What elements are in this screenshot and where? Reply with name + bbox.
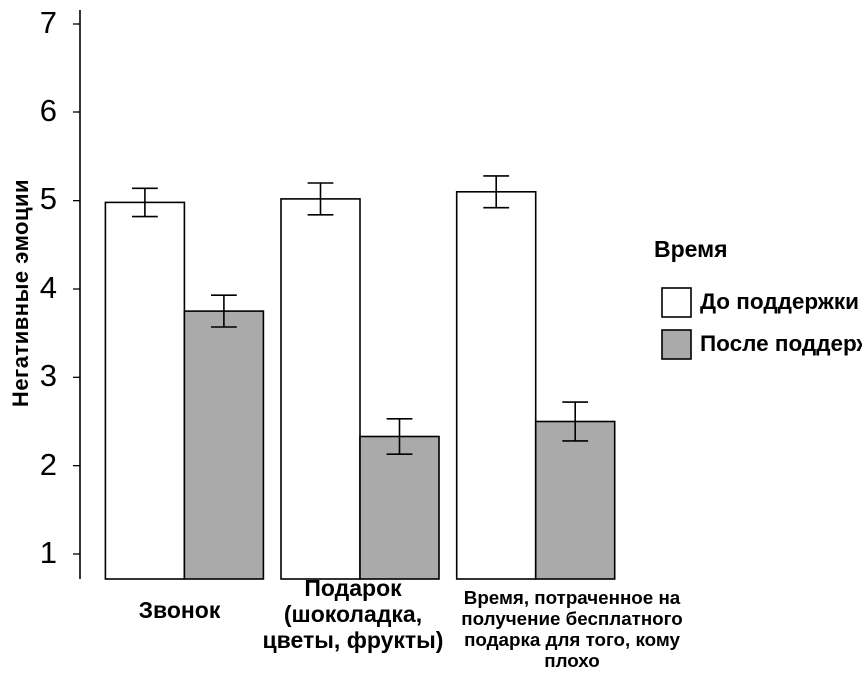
svg-text:3: 3 [40, 358, 57, 393]
svg-text:6: 6 [40, 93, 57, 128]
svg-text:7: 7 [40, 5, 57, 40]
svg-text:5: 5 [40, 181, 57, 216]
svg-text:2: 2 [40, 447, 57, 482]
svg-text:4: 4 [40, 270, 57, 305]
svg-text:1: 1 [40, 535, 57, 570]
